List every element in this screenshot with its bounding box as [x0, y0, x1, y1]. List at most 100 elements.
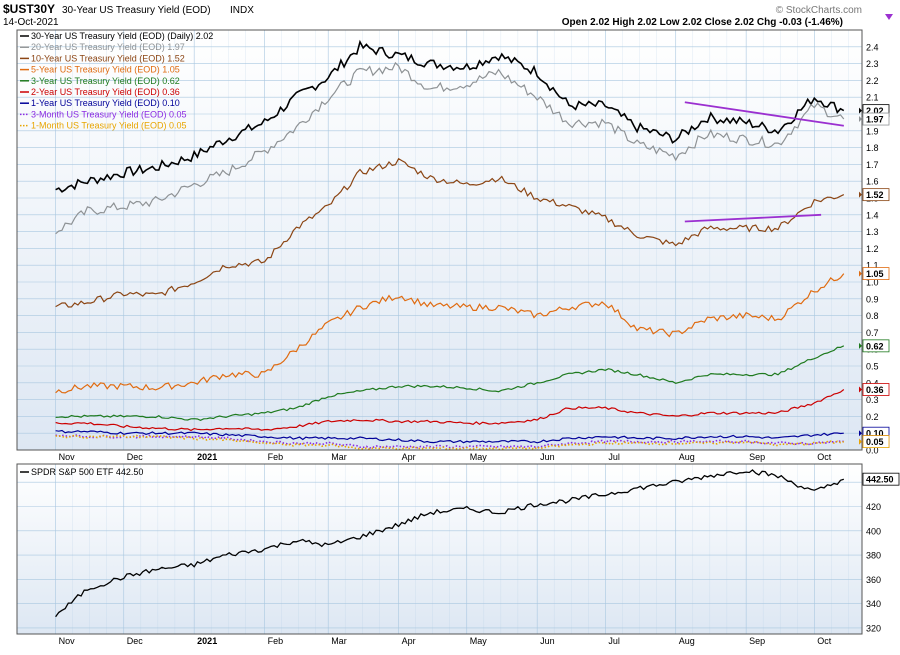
yield-end-label-pointer — [859, 438, 862, 445]
yield-end-label-box — [862, 383, 890, 396]
header-ohlc: Open 2.02 High 2.02 Low 2.02 Close 2.02 … — [562, 17, 843, 28]
yield-x-tick-label: May — [470, 452, 488, 462]
header-description: 30-Year US Treasury Yield (EOD) — [62, 5, 211, 16]
yield-y-tick-label: 0.8 — [866, 311, 879, 321]
spy-x-tick-label: Jul — [608, 636, 620, 646]
yield-y-tick-label: 1.2 — [866, 244, 879, 254]
yield-end-label-pointer — [859, 430, 862, 437]
yield-end-labels: 2.021.971.521.050.620.360.100.050.05 — [859, 104, 890, 449]
yield-legend-label: 2-Year US Treasury Yield (EOD) 0.36 — [31, 87, 180, 97]
yield-y-tick-label: 1.6 — [866, 177, 879, 187]
spy-y-tick-label: 340 — [866, 599, 881, 609]
yield-series-line — [55, 157, 845, 308]
yield-x-tick-label: Dec — [127, 452, 144, 462]
spy-end-labels: 442.50 — [862, 472, 900, 486]
spy-series-group — [55, 469, 845, 618]
spy-y-tick-label: 380 — [866, 551, 881, 561]
yield-panel: 0.00.10.20.30.40.50.60.70.80.91.01.11.21… — [16, 29, 890, 462]
yield-legend-label: 10-Year US Treasury Yield (EOD) 1.52 — [31, 53, 185, 63]
spy-y-axis: 320340360380400420440 — [866, 478, 881, 634]
header-date: 14-Oct-2021 — [3, 17, 59, 28]
yield-legend: 30-Year US Treasury Yield (EOD) (Daily) … — [20, 31, 213, 131]
yield-x-tick-label: 2021 — [197, 452, 217, 462]
yield-y-tick-label: 2.3 — [866, 59, 879, 69]
spy-legend-label: SPDR S&P 500 ETF 442.50 — [31, 467, 143, 477]
spy-x-tick-label: 2021 — [197, 636, 217, 646]
yield-x-axis: Nov Dec 2021 Feb Mar Apr May Jun Jul Aug Sep Oct — [59, 452, 832, 462]
yield-series-line — [55, 434, 845, 451]
yield-y-tick-label: 1.0 — [866, 278, 879, 288]
yield-y-tick-label: 1.3 — [866, 227, 879, 237]
yield-y-tick-label: 1.4 — [866, 210, 879, 220]
yield-end-label-box — [862, 112, 890, 126]
yield-y-tick-label: 1.8 — [866, 143, 879, 153]
yield-y-tick-label: 1.7 — [866, 160, 879, 170]
spy-legend: SPDR S&P 500 ETF 442.50 — [20, 467, 143, 477]
spy-end-label-box — [862, 472, 900, 486]
spy-x-axis: Nov Dec 2021 Feb Mar Apr May Jun Jul Aug Sep Oct — [59, 636, 832, 646]
yield-y-tick-label: 0.3 — [866, 395, 879, 405]
yield-y-tick-label: 0.7 — [866, 328, 879, 338]
yield-end-label: 0.62 — [866, 341, 884, 351]
yield-end-label-box — [862, 435, 890, 449]
yield-legend-label: 5-Year US Treasury Yield (EOD) 1.05 — [31, 65, 180, 75]
spy-panel-background — [17, 464, 862, 634]
spy-y-tick-label: 320 — [866, 623, 881, 633]
spy-x-tick-label: Apr — [402, 636, 416, 646]
yield-trendlines — [684, 101, 844, 223]
yield-x-tick-label: Mar — [331, 452, 347, 462]
spy-y-tick-label: 420 — [866, 502, 881, 512]
yield-x-tick-label: Sep — [749, 452, 765, 462]
yield-series-line — [55, 273, 845, 394]
yield-series-line — [55, 61, 845, 235]
yield-legend-label: 1-Year US Treasury Yield (EOD) 0.10 — [31, 98, 180, 108]
yield-end-label: 1.97 — [866, 115, 884, 125]
spy-y-tick-label: 360 — [866, 575, 881, 585]
yield-x-tick-label: Nov — [59, 452, 76, 462]
spy-price-line — [55, 469, 845, 618]
yield-legend-label: 1-Month US Treasury Yield (EOD) 0.05 — [31, 121, 187, 131]
yield-series-line — [55, 345, 845, 421]
spy-y-tick-label: 400 — [866, 526, 881, 536]
yield-legend-label: 30-Year US Treasury Yield (EOD) (Daily) … — [31, 31, 213, 41]
yield-trendline — [684, 213, 822, 223]
header-dropdown-icon[interactable] — [885, 14, 893, 20]
yield-y-axis: 0.00.10.20.30.40.50.60.70.80.91.01.11.21… — [866, 42, 879, 455]
yield-end-label: 0.10 — [866, 429, 884, 439]
yield-y-tick-label: 2.2 — [866, 76, 879, 86]
spy-end-label: 442.50 — [866, 475, 894, 485]
yield-panel-border — [16, 29, 863, 451]
yield-y-tick-label: 2.1 — [866, 93, 879, 103]
yield-end-label-pointer — [859, 191, 862, 198]
yield-legend-label: 20-Year US Treasury Yield (EOD) 1.97 — [31, 42, 185, 52]
spy-x-tick-label: Nov — [59, 636, 76, 646]
spy-x-tick-label: Oct — [817, 636, 832, 646]
yield-end-label-pointer — [859, 116, 862, 123]
yield-y-tick-label: 0.9 — [866, 294, 879, 304]
yield-end-label: 0.05 — [866, 437, 884, 447]
yield-end-label-pointer — [859, 342, 862, 349]
yield-series-line — [55, 39, 845, 193]
yield-legend-label: 3-Month US Treasury Yield (EOD) 0.05 — [31, 109, 187, 119]
yield-y-tick-label: 1.1 — [866, 261, 879, 271]
yield-y-tick-label: 0.5 — [866, 362, 879, 372]
spy-panel: 320340360380400420440 442.50 SPDR S&P 50… — [16, 463, 900, 646]
yield-trendline — [684, 101, 844, 127]
spy-x-tick-label: Aug — [679, 636, 695, 646]
yield-end-label-pointer — [859, 107, 862, 114]
spy-x-tick-label: Mar — [331, 636, 347, 646]
spy-x-tick-label: Dec — [127, 636, 144, 646]
yield-x-tick-label: Apr — [402, 452, 416, 462]
spy-gridlines — [17, 464, 862, 634]
yield-series-group — [55, 39, 845, 451]
yield-end-label-pointer — [859, 270, 862, 277]
spy-x-tick-label: Sep — [749, 636, 765, 646]
yield-end-label: 2.02 — [866, 106, 884, 116]
header-watermark: © StockCharts.com — [776, 5, 862, 16]
spy-x-tick-label: Jun — [540, 636, 555, 646]
yield-series-line — [55, 429, 844, 444]
yield-end-label-box — [862, 188, 890, 202]
yield-y-tick-label: 2.4 — [866, 42, 879, 52]
